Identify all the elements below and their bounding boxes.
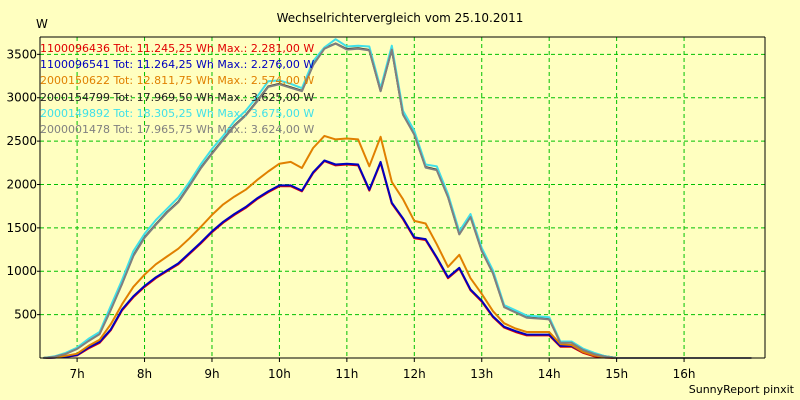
- legend-item-2000001478: 2000001478 Tot: 17.965,75 Wh Max.: 3.624…: [40, 123, 315, 137]
- x-tick-label-16h: 16h: [673, 367, 696, 381]
- legend: 1100096436 Tot: 11.245,25 Wh Max.: 2.281…: [40, 41, 314, 138]
- legend-item-2000149892: 2000149892 Tot: 18.305,25 Wh Max.: 3.675…: [40, 106, 315, 120]
- x-tick-label-15h: 15h: [605, 367, 628, 381]
- x-tick-label-12h: 12h: [403, 367, 426, 381]
- x-tick-label-10h: 10h: [268, 367, 291, 381]
- legend-item-2000154799: 2000154799 Tot: 17.969,50 Wh Max.: 3.625…: [40, 90, 315, 104]
- y-tick-label-2000: 2000: [6, 177, 37, 191]
- x-tick-label-7h: 7h: [69, 367, 84, 381]
- x-tick-label-11h: 11h: [335, 367, 358, 381]
- y-axis-unit-label: W: [36, 17, 48, 31]
- legend-item-1100096541: 1100096541 Tot: 11.264,25 Wh Max.: 2.276…: [40, 58, 315, 72]
- legend-item-1100096436: 1100096436 Tot: 11.245,25 Wh Max.: 2.281…: [40, 42, 315, 55]
- legend-item-2000150622: 2000150622 Tot: 12.811,75 Wh Max.: 2.574…: [40, 74, 315, 88]
- y-tick-label-1500: 1500: [6, 221, 37, 235]
- y-tick-label-1000: 1000: [6, 264, 37, 278]
- x-tick-label-14h: 14h: [538, 367, 561, 381]
- y-tick-label-3500: 3500: [6, 47, 37, 61]
- y-tick-label-500: 500: [14, 308, 37, 322]
- grid-layer: [40, 37, 765, 358]
- x-tick-label-13h: 13h: [470, 367, 493, 381]
- x-tick-label-9h: 9h: [204, 367, 219, 381]
- y-tick-label-2500: 2500: [6, 134, 37, 148]
- axis-layer: 500 1000 1500 2000 2500 3000 3500 7h 8h 9h 10h 11h 1…: [6, 36, 766, 381]
- footer-credit: SunnyReport pinxit: [688, 383, 794, 396]
- y-tick-label-3000: 3000: [6, 91, 37, 105]
- chart-title: Wechselrichtervergleich vom 25.10.2011: [276, 11, 524, 25]
- x-tick-label-8h: 8h: [137, 367, 152, 381]
